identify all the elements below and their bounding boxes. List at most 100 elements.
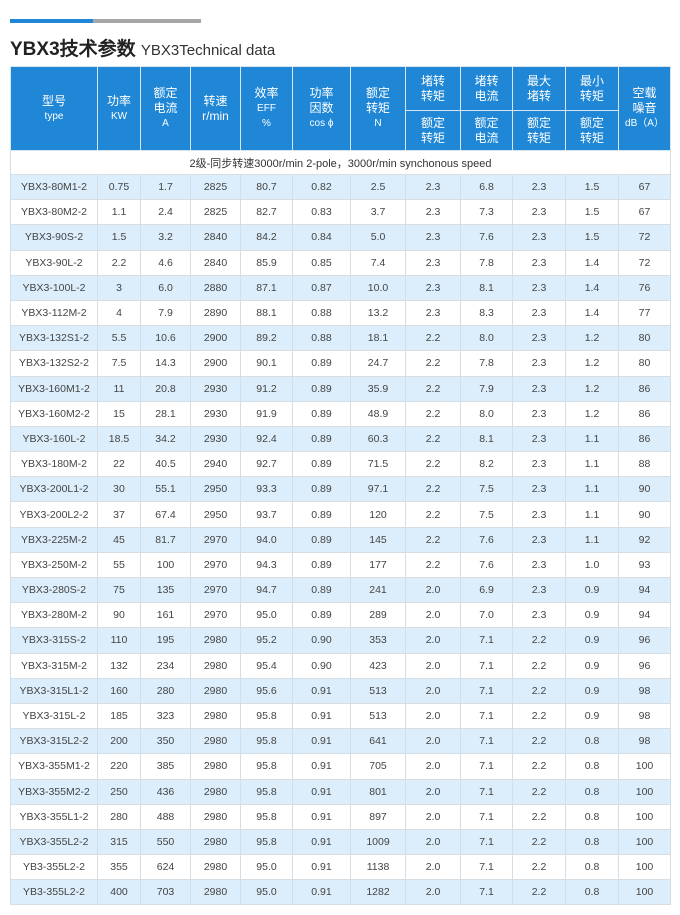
table-cell: 10.0 [350, 274, 406, 301]
table-cell: 94.7 [240, 576, 293, 604]
table-cell: 513 [350, 702, 406, 730]
table-cell: 624 [140, 854, 191, 881]
table-cell: 195 [140, 627, 191, 654]
table-cell: 88 [618, 451, 671, 478]
table-cell: 1.1 [565, 501, 619, 528]
table-cell: 34.2 [140, 425, 191, 453]
table-cell: 2.3 [512, 375, 566, 402]
table-cell: 2.2 [405, 400, 461, 427]
header-power: 功率 KW [97, 66, 141, 151]
table-row: YBX3-132S1-2 5.5 10.6 2900 89.2 0.88 18.1 2.2 8.… [10, 325, 671, 352]
table-cell: 7.1 [460, 677, 513, 704]
table-row: YBX3-160M2-2 15 28.1 2930 91.9 0.89 48.9 2.2 8.0… [10, 400, 671, 427]
table-cell: 385 [140, 753, 191, 780]
table-cell: YBX3-132S1-2 [10, 325, 98, 352]
table-cell: 6.0 [140, 274, 191, 301]
header-text: 电流 [474, 88, 499, 103]
header-text: 转矩 [365, 101, 390, 115]
table-cell: 0.8 [565, 778, 619, 805]
table-cell: 2.3 [405, 274, 461, 301]
header-text: 额定 [474, 115, 499, 130]
header-text: 转矩 [420, 88, 445, 103]
table-row: YBX3-250M-2 55 100 2970 94.3 0.89 177 2.2 7.6 2.3… [10, 551, 671, 579]
table-cell: 92.4 [240, 425, 293, 453]
header-text: 功率 [309, 86, 334, 100]
header-type: 型号 type [10, 66, 98, 151]
table-cell: 2.3 [405, 224, 461, 251]
header-text: 转矩 [579, 88, 604, 103]
table-cell: 1.7 [140, 173, 191, 201]
table-cell: 2.2 [405, 451, 461, 478]
table-cell: 60.3 [350, 425, 406, 453]
table-cell: 0.89 [292, 400, 351, 427]
table-cell: YBX3-160L-2 [10, 425, 98, 453]
table-cell: 2.3 [512, 451, 566, 478]
table-cell: 100 [618, 879, 671, 906]
table-cell: 37 [97, 501, 141, 528]
table-cell: 7.9 [140, 299, 191, 327]
table-cell: YBX3-250M-2 [10, 551, 98, 579]
table-cell: 2980 [190, 879, 241, 906]
table-cell: 0.8 [565, 803, 619, 830]
header-text: 堵转 [420, 73, 445, 88]
table-cell: 0.89 [292, 451, 351, 478]
header-eff: 效率 EFF% [240, 66, 293, 151]
table-cell: 24.7 [350, 350, 406, 377]
table-cell: 67 [618, 173, 671, 201]
table-cell: 2.0 [405, 778, 461, 805]
table-cell: 1.2 [565, 375, 619, 402]
table-cell: 2825 [190, 199, 241, 226]
table-cell: YBX3-160M2-2 [10, 400, 98, 427]
table-cell: 18.5 [97, 425, 141, 453]
table-cell: 2.3 [512, 501, 566, 528]
table-cell: 6.8 [460, 173, 513, 201]
table-cell: 95.4 [240, 652, 293, 679]
table-cell: 7.1 [460, 728, 513, 755]
table-cell: YBX3-315S-2 [10, 627, 98, 654]
table-row: YBX3-200L2-2 37 67.4 2950 93.7 0.89 120 2.2 7.5 2… [10, 501, 671, 528]
header-text: 转速 [203, 93, 228, 108]
table-cell: 2.3 [512, 325, 566, 352]
table-cell: 2.3 [512, 274, 566, 301]
table-cell: 350 [140, 728, 191, 755]
table-cell: 55 [97, 551, 141, 579]
table-cell: 85.9 [240, 249, 293, 276]
table-cell: 100 [618, 753, 671, 780]
table-cell: 22 [97, 451, 141, 478]
header-lrt2: 额定 转矩 [405, 110, 461, 151]
table-cell: 2950 [190, 501, 241, 528]
table-cell: 705 [350, 753, 406, 780]
header-text: 转矩 [420, 130, 445, 145]
table-cell: 86 [618, 425, 671, 453]
table-cell: 7.6 [460, 224, 513, 251]
table-cell: 72 [618, 224, 671, 251]
table-cell: 98 [618, 728, 671, 755]
table-row: YBX3-280M-2 90 161 2970 95.0 0.89 289 2.0 7.0 2.3… [10, 602, 671, 629]
table-cell: 7.8 [460, 249, 513, 276]
table-cell: 355 [97, 854, 141, 881]
table-cell: 7.1 [460, 702, 513, 730]
table-cell: 1138 [350, 854, 406, 881]
table-cell: 0.75 [97, 173, 141, 201]
table-cell: 2.3 [512, 602, 566, 629]
header-mint2: 额定 转矩 [565, 110, 619, 151]
table-cell: 93.3 [240, 476, 293, 503]
table-cell: 2.0 [405, 602, 461, 629]
table-cell: 98 [618, 702, 671, 730]
header-text: 额定 [420, 115, 445, 130]
table-cell: YBX3-355L1-2 [10, 803, 98, 830]
header-text: 效率 [254, 86, 279, 100]
table-cell: 2980 [190, 677, 241, 704]
table-cell: 2.0 [405, 803, 461, 830]
table-cell: 0.84 [292, 224, 351, 251]
table-cell: 2980 [190, 854, 241, 881]
table-cell: 2880 [190, 274, 241, 301]
table-cell: 94.3 [240, 551, 293, 579]
header-text: EFF [257, 103, 276, 114]
table-cell: 2930 [190, 425, 241, 453]
table-cell: 0.91 [292, 728, 351, 755]
table-cell: 2.2 [512, 728, 566, 755]
table-cell: 234 [140, 652, 191, 679]
table-cell: 0.9 [565, 702, 619, 730]
table-cell: 400 [97, 879, 141, 906]
